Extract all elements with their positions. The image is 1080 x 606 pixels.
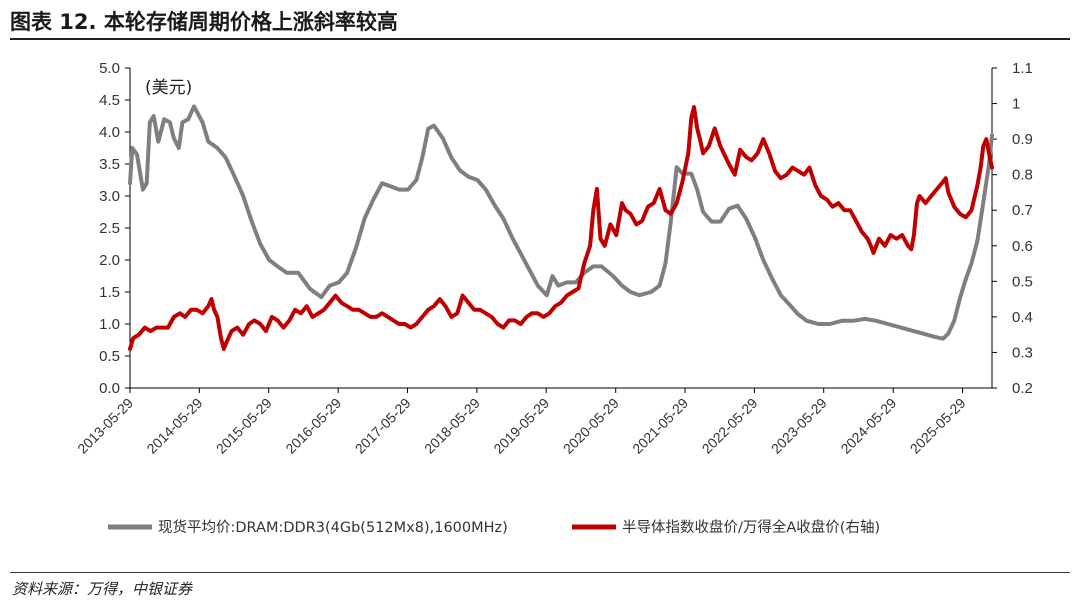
left-tick-label: 2.5 (99, 220, 120, 237)
right-tick-label: 0.9 (1012, 131, 1033, 148)
x-tick-label: 2016-05-29 (282, 395, 344, 457)
x-tick-label: 2024-05-29 (837, 395, 899, 457)
left-tick-label: 2.0 (99, 252, 120, 269)
left-tick-label: 4.0 (99, 124, 120, 141)
right-tick-label: 0.2 (1012, 380, 1033, 397)
right-tick-label: 0.8 (1012, 167, 1033, 184)
right-tick-label: 0.6 (1012, 238, 1033, 255)
source-divider (10, 572, 1070, 573)
x-tick-label: 2025-05-29 (907, 395, 969, 457)
left-tick-label: 0.0 (99, 380, 120, 397)
right-tick-label: 0.3 (1012, 344, 1033, 361)
right-tick-label: 1.1 (1012, 60, 1033, 77)
left-tick-label: 5.0 (99, 60, 120, 77)
x-tick-label: 2018-05-29 (421, 395, 483, 457)
figure-title: 图表 12. 本轮存储周期价格上涨斜率较高 (10, 10, 398, 34)
right-tick-label: 0.4 (1012, 309, 1033, 326)
left-tick-label: 3.0 (99, 188, 120, 205)
x-tick-label: 2014-05-29 (143, 395, 205, 457)
dram-spot-price-line (128, 104, 994, 341)
x-tick-label: 2020-05-29 (560, 395, 622, 457)
source-note: 资料来源：万得，中银证券 (12, 580, 193, 598)
x-tick-label: 2021-05-29 (629, 395, 691, 457)
x-tick-label: 2017-05-29 (352, 395, 414, 457)
x-tick-label: 2023-05-29 (768, 395, 830, 457)
right-tick-label: 0.5 (1012, 273, 1033, 290)
legend-label-semiconductor: 半导体指数收盘价/万得全A收盘价(右轴) (622, 518, 880, 536)
left-tick-label: 3.5 (99, 156, 120, 173)
semiconductor-ratio-line (128, 105, 994, 351)
x-tick-label: 2022-05-29 (699, 395, 761, 457)
left-tick-label: 4.5 (99, 92, 120, 109)
right-tick-label: 0.7 (1012, 202, 1033, 219)
title-divider (10, 38, 1070, 40)
x-tick-label: 2013-05-29 (74, 395, 136, 457)
left-tick-label: 1.5 (99, 284, 120, 301)
dual-axis-line-chart: 0.0 0.5 1.0 1.5 2.0 2.5 3.0 3.5 4.0 4.5 5.0 0.2 0.3 0… (74, 60, 1033, 536)
left-axis-unit-label: (美元) (145, 78, 192, 98)
x-tick-label: 2015-05-29 (213, 395, 275, 457)
legend-label-dram: 现货平均价:DRAM:DDR3(4Gb(512Mx8),1600MHz) (158, 519, 508, 536)
x-tick-label: 2019-05-29 (490, 395, 552, 457)
left-tick-label: 0.5 (99, 348, 120, 365)
right-tick-label: 1 (1012, 96, 1020, 113)
left-tick-label: 1.0 (99, 316, 120, 333)
